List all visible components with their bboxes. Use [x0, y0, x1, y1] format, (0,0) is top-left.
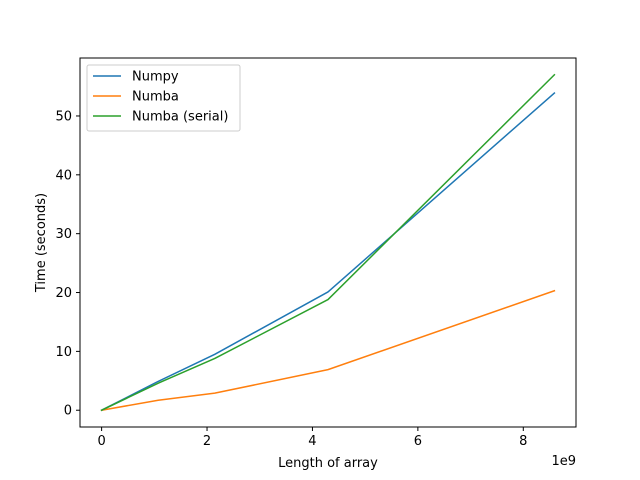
y-tick-label: 40: [55, 168, 72, 183]
legend-label-1: Numba: [132, 90, 179, 105]
series-layer: [100, 73, 556, 412]
x-axis: 0 2 4 6 8: [97, 427, 527, 449]
x-tick-label: 4: [308, 434, 316, 449]
legend: Numpy Numba Numba (serial): [86, 64, 241, 132]
y-tick-label: 30: [55, 227, 72, 242]
y-tick-label: 0: [64, 404, 72, 419]
y-tick-label: 50: [55, 109, 72, 124]
y-tick-label: 20: [55, 286, 72, 301]
x-tick-label: 0: [97, 434, 105, 449]
series-line-2: [100, 73, 556, 412]
y-axis-label: Time (seconds): [34, 193, 49, 293]
legend-box: [86, 64, 241, 132]
y-axis: 0 10 20 30 40 50: [55, 109, 80, 419]
x-tick-label: 8: [519, 434, 527, 449]
legend-label-0: Numpy: [132, 70, 179, 85]
plot-frame: [79, 57, 577, 428]
x-tick-label: 6: [414, 434, 422, 449]
y-tick-label: 10: [55, 345, 72, 360]
x-axis-label: Length of array: [278, 456, 378, 471]
x-offset-label: 1e9: [551, 454, 576, 469]
legend-label-2: Numba (serial): [132, 110, 228, 125]
x-tick-label: 2: [203, 434, 211, 449]
series-line-1: [100, 289, 556, 412]
